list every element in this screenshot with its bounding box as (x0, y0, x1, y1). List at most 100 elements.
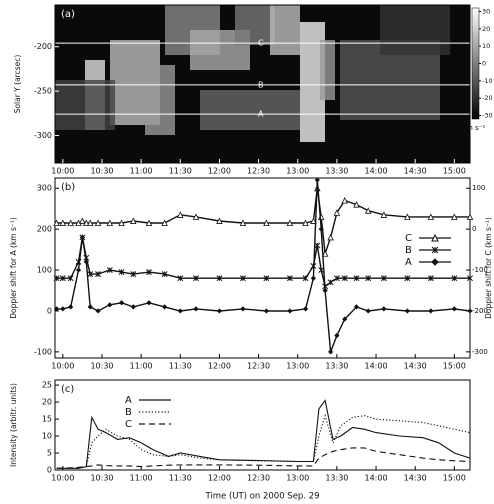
marker-diamond (130, 304, 136, 310)
x-tick-label: 15:00 (443, 167, 466, 176)
y-axis-label: Doppler shift for A (km s⁻¹) (9, 217, 18, 319)
marker-star (380, 275, 387, 282)
x-tick-label: 13:30 (325, 474, 348, 483)
marker-diamond (68, 304, 74, 310)
marker-star (53, 275, 60, 282)
colorbar-tick-label: -30 (482, 112, 493, 120)
marker-triangle (145, 219, 153, 226)
marker-star (286, 275, 293, 282)
legend-label: A (405, 257, 412, 268)
colorbar-tick-label: 0 (482, 60, 486, 68)
marker-triangle (404, 213, 411, 220)
marker-diamond (381, 306, 387, 312)
y2-tick-label: -300 (472, 348, 488, 356)
y-tick-label: 20 (42, 398, 52, 407)
x-tick-label: 13:00 (286, 362, 309, 371)
y-tick-label: 10 (42, 432, 52, 441)
marker-triangle (239, 219, 247, 226)
marker-diamond (107, 302, 113, 308)
marker-triangle (79, 217, 86, 224)
marker-triangle (341, 197, 348, 204)
panel-label: (c) (61, 384, 74, 395)
legend-label: B (125, 407, 132, 418)
plot-frame (54, 379, 471, 471)
x-tick-label: 12:00 (208, 362, 231, 371)
marker-triangle (106, 219, 114, 226)
y-tick-label: -300 (34, 131, 52, 140)
marker-triangle (427, 213, 435, 220)
marker-triangle (286, 219, 294, 226)
marker-star (118, 269, 125, 276)
x-tick-label: 11:30 (169, 474, 192, 483)
marker-star (95, 271, 102, 278)
legend-symbol (431, 233, 439, 242)
colorbar-tick-label: -20 (482, 94, 493, 102)
x-tick-label: 14:30 (404, 362, 427, 371)
series-line (56, 447, 471, 469)
x-tick-label: 10:30 (90, 474, 113, 483)
marker-star (404, 275, 411, 282)
legend-label: B (405, 245, 412, 256)
marker-triangle (192, 213, 200, 220)
marker-star (353, 275, 360, 282)
marker-triangle (310, 217, 317, 224)
marker-triangle (59, 219, 67, 226)
marker-star (106, 267, 113, 273)
marker-star (192, 275, 199, 282)
x-tick-label: 10:00 (51, 362, 74, 371)
marker-triangle (67, 219, 74, 226)
y-tick-label: -100 (34, 347, 52, 356)
marker-diamond (318, 226, 324, 232)
y-tick-label: -250 (34, 87, 52, 96)
image-region (320, 40, 335, 100)
marker-diamond (322, 287, 328, 294)
y-tick-label: 300 (37, 184, 52, 193)
marker-diamond (263, 308, 270, 314)
marker-star (146, 269, 152, 276)
series-line (56, 179, 471, 353)
y-axis-label: Intensity (arbitr. units) (9, 383, 18, 467)
marker-diamond (467, 308, 473, 314)
y-tick-label: 100 (37, 266, 52, 275)
marker-diamond (79, 234, 86, 240)
marker-diamond (451, 306, 457, 312)
marker-star (67, 275, 74, 282)
x-tick-label: 11:30 (169, 167, 192, 176)
colorbar-tick-label: -10 (482, 77, 493, 85)
x-tick-label: 12:00 (208, 167, 231, 176)
y2-tick-label: -200 (472, 307, 488, 315)
y2-tick-label: 100 (472, 184, 485, 192)
y2-axis-label: Doppler shift for C (km s⁻¹) (484, 217, 493, 319)
image-region (145, 65, 175, 135)
y-tick-label: 15 (42, 415, 52, 424)
marker-star (451, 275, 458, 282)
marker-triangle (263, 219, 270, 226)
marker-star (314, 242, 321, 249)
marker-star (327, 279, 334, 286)
marker-diamond (353, 304, 360, 310)
x-tick-label: 11:00 (130, 474, 153, 483)
marker-star (177, 275, 184, 282)
image-region (380, 5, 450, 55)
x-tick-label: 13:00 (286, 167, 309, 176)
marker-triangle (53, 219, 60, 226)
marker-triangle (364, 207, 372, 214)
image-region (235, 5, 275, 45)
slit-label: B (258, 80, 264, 89)
colorbar (471, 7, 480, 120)
series-line (56, 399, 471, 469)
marker-triangle (353, 201, 360, 208)
y2-tick-label: 0 (472, 225, 476, 233)
x-tick-label: 10:30 (90, 167, 113, 176)
marker-triangle (302, 219, 309, 226)
marker-diamond (162, 304, 168, 310)
x-tick-label: 11:00 (130, 362, 153, 371)
plot-frame (54, 4, 471, 164)
colorbar-label: km s⁻¹ (462, 124, 485, 132)
marker-diamond (118, 300, 125, 306)
colorbar-tick-label: 30 (482, 7, 490, 15)
marker-triangle (83, 219, 90, 226)
x-axis-label: Time (UT) on 2000 Sep. 29 (204, 492, 319, 502)
marker-diamond (193, 306, 199, 312)
x-tick-label: 12:30 (247, 474, 270, 483)
